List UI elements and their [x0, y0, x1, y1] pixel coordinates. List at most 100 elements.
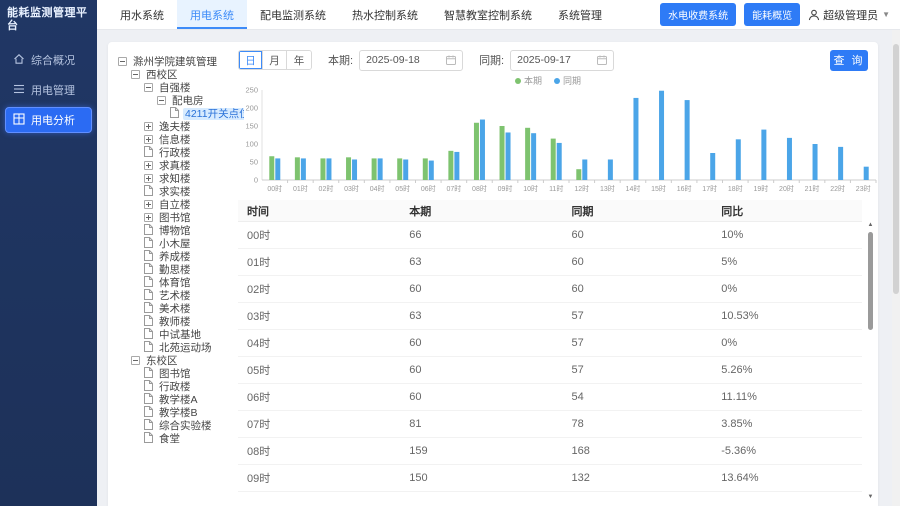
table-cell: 60: [571, 283, 584, 295]
tree-node[interactable]: 自强楼: [118, 81, 244, 94]
tab-0[interactable]: 用水系统: [120, 9, 164, 22]
tree-toggle-plus-icon[interactable]: [144, 122, 153, 131]
table-cell: 66: [409, 229, 422, 241]
table-scrollbar[interactable]: ▲ ▼: [866, 222, 875, 500]
tree-node[interactable]: 教学楼A: [118, 392, 244, 406]
tree-node[interactable]: 行政楼: [118, 379, 244, 393]
sidebar-item-1[interactable]: 用电管理: [5, 77, 92, 103]
table-cell: 08时: [247, 446, 271, 458]
tree-node[interactable]: 求知楼: [118, 172, 244, 185]
svg-text:00时: 00时: [267, 184, 282, 193]
table-cell: 06时: [247, 392, 271, 404]
page-scrollbar[interactable]: [892, 30, 900, 506]
svg-text:02时: 02时: [319, 184, 334, 193]
tree-node[interactable]: 行政楼: [118, 145, 244, 159]
file-icon: [144, 236, 153, 251]
tree-toggle-plus-icon[interactable]: [144, 161, 153, 170]
current-date-input[interactable]: 2025-09-18: [359, 49, 464, 71]
file-icon: [144, 249, 153, 264]
file-icon: [144, 418, 153, 433]
tree-node[interactable]: 教师楼: [118, 314, 244, 328]
svg-text:150: 150: [245, 122, 258, 131]
tree-toggle-minus-icon[interactable]: [131, 356, 140, 365]
tree-node[interactable]: 东校区: [118, 354, 244, 367]
tree-toggle-plus-icon[interactable]: [144, 135, 153, 144]
tree-node[interactable]: 综合实验楼: [118, 418, 244, 433]
tree-node-label: 行政楼: [159, 146, 191, 159]
tree-node[interactable]: 勤思楼: [118, 262, 244, 276]
tree-toggle-plus-icon[interactable]: [144, 213, 153, 222]
tree-node[interactable]: 逸夫楼: [118, 120, 244, 133]
tab-1[interactable]: 用电系统: [177, 0, 247, 29]
period-button-0[interactable]: 日: [239, 51, 263, 69]
current-date-value: 2025-09-18: [366, 54, 420, 66]
query-button[interactable]: 查 询: [830, 49, 868, 71]
tab-5[interactable]: 系统管理: [558, 9, 602, 22]
tree-toggle-minus-icon[interactable]: [157, 96, 166, 105]
tree-toggle-minus-icon[interactable]: [118, 57, 127, 66]
building-tree: 滁州学院建筑管理 西校区 自强楼 配电房 4211开关点位 逸夫楼 信息楼 行政楼 求真楼 求知楼…: [118, 55, 244, 506]
tree-node[interactable]: 滁州学院建筑管理: [118, 55, 244, 68]
table-cell: 04时: [247, 338, 271, 350]
tree-node[interactable]: 中试基地: [118, 327, 244, 341]
period-button-2[interactable]: 年: [287, 51, 311, 69]
tree-node[interactable]: 图书馆: [118, 211, 244, 224]
compare-date-input[interactable]: 2025-09-17: [510, 49, 615, 71]
tree-node[interactable]: 北苑运动场: [118, 340, 244, 354]
table-cell: 78: [571, 418, 584, 430]
tree-node[interactable]: 配电房: [118, 94, 244, 107]
tree-node-label: 教学楼A: [159, 393, 198, 406]
scroll-down-icon[interactable]: ▼: [867, 494, 874, 500]
tree-toggle-plus-icon[interactable]: [144, 174, 153, 183]
tree-node-label: 勤思楼: [159, 263, 191, 276]
tab-2[interactable]: 配电监测系统: [260, 9, 326, 22]
table-cell: 5%: [721, 256, 738, 268]
legend-item[interactable]: 本期: [514, 74, 542, 87]
tree-node[interactable]: 西校区: [118, 68, 244, 81]
tree-node[interactable]: 教学楼B: [118, 405, 244, 419]
tree-node[interactable]: 信息楼: [118, 133, 244, 146]
table-cell: 60: [571, 256, 584, 268]
tree-node-label: 食堂: [159, 432, 180, 445]
tree-node[interactable]: 食堂: [118, 431, 244, 445]
table-cell: 60: [409, 337, 422, 349]
system-tabs: 用水系统 用电系统 配电监测系统 热水控制系统 智慧教室控制系统 系统管理: [107, 0, 615, 29]
water-electric-fee-button[interactable]: 水电收费系统: [660, 3, 737, 26]
tree-toggle-plus-icon[interactable]: [144, 200, 153, 209]
tree-toggle-minus-icon[interactable]: [144, 83, 153, 92]
tree-node[interactable]: 图书馆: [118, 366, 244, 380]
energy-overview-button[interactable]: 能耗概览: [744, 3, 801, 26]
tree-toggle-minus-icon[interactable]: [131, 70, 140, 79]
sidebar-menu: 综合概况用电管理用电分析: [0, 47, 97, 133]
scroll-up-icon[interactable]: ▲: [867, 222, 874, 228]
tree-node[interactable]: 艺术楼: [118, 288, 244, 302]
tree-node[interactable]: 求实楼: [118, 184, 244, 198]
compare-period-label: 同期:: [479, 55, 505, 67]
tree-node[interactable]: 美术楼: [118, 301, 244, 315]
svg-text:03时: 03时: [344, 184, 359, 193]
tree-node[interactable]: 体育馆: [118, 275, 244, 289]
tree-node[interactable]: 小木屋: [118, 236, 244, 251]
tab-4[interactable]: 智慧教室控制系统: [444, 9, 532, 22]
sidebar-item-2[interactable]: 用电分析: [5, 107, 92, 133]
tree-node[interactable]: 自立楼: [118, 198, 244, 211]
table-cell: 05时: [247, 365, 271, 377]
tree-node[interactable]: 求真楼: [118, 159, 244, 172]
table-scrollbar-thumb[interactable]: [868, 232, 873, 330]
sidebar-item-0[interactable]: 综合概况: [5, 47, 92, 73]
tree-node-label: 求实楼: [159, 185, 191, 198]
page-scrollbar-thumb[interactable]: [893, 44, 899, 294]
legend-item[interactable]: 同期: [554, 74, 581, 87]
table-cell: 150: [409, 472, 428, 484]
tree-node[interactable]: 养成楼: [118, 249, 244, 264]
tree-node[interactable]: 博物馆: [118, 223, 244, 237]
svg-text:01时: 01时: [293, 184, 308, 193]
table-cell: 60: [409, 283, 422, 295]
tree-node[interactable]: 4211开关点位: [118, 106, 244, 120]
tab-3[interactable]: 热水控制系统: [352, 9, 418, 22]
table-row: 01时 63 60 5%: [238, 249, 862, 276]
table-cell: 57: [571, 364, 584, 376]
svg-text:11时: 11时: [549, 184, 563, 193]
period-button-1[interactable]: 月: [263, 51, 287, 69]
user-menu[interactable]: 超级管理员 ▼: [808, 7, 890, 23]
